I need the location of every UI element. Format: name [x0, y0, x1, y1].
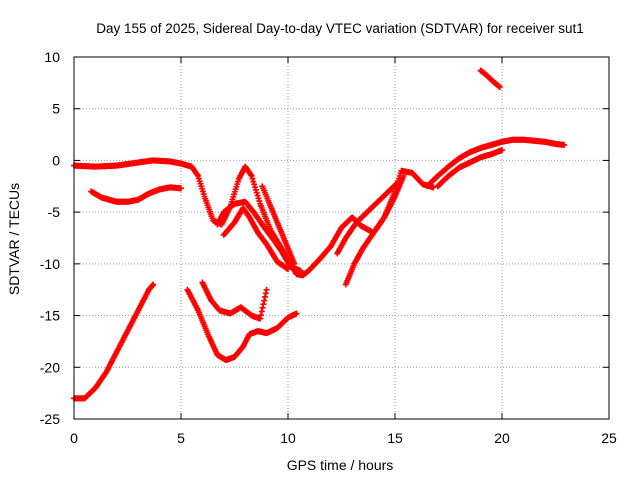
series-track-4: [184, 286, 300, 364]
x-axis-label: GPS time / hours: [287, 457, 394, 473]
data-point: [257, 315, 264, 322]
y-tick-label: 5: [52, 101, 60, 117]
data-point: [293, 310, 300, 317]
data-point: [400, 172, 407, 179]
series-track-9: [342, 172, 407, 288]
data-point: [285, 266, 291, 273]
series-track-13: [477, 67, 503, 90]
y-tick-label: -5: [48, 204, 61, 220]
x-tick-label: 25: [601, 430, 617, 446]
data-point: [262, 290, 269, 297]
x-tick-labels: 0 5 10 15 20 25: [70, 430, 617, 446]
series-track-3: [71, 281, 157, 402]
plot-frame: [73, 56, 610, 420]
data-point: [260, 301, 267, 308]
data-point: [291, 260, 298, 267]
series-track-12: [434, 147, 505, 190]
data-point: [258, 308, 265, 315]
x-tick-label: 5: [177, 430, 185, 446]
series-track-6: [214, 198, 304, 275]
data-point: [561, 141, 568, 148]
data-point: [247, 171, 254, 178]
data-point: [194, 171, 201, 178]
chart-title: Day 155 of 2025, Sidereal Day-to-day VTE…: [96, 21, 583, 36]
series-track-2: [88, 184, 184, 205]
data-point: [178, 185, 184, 192]
data-point: [257, 312, 264, 319]
series-track-1: [71, 157, 437, 279]
y-tick-label: -15: [40, 308, 60, 324]
y-tick-label: -20: [40, 359, 60, 375]
data-points: [71, 67, 568, 402]
series-track-11: [424, 136, 568, 190]
data-point: [261, 297, 268, 304]
series-track-10: [334, 180, 401, 257]
x-tick-label: 15: [387, 430, 403, 446]
x-tick-label: 20: [494, 430, 510, 446]
data-point: [394, 180, 401, 187]
data-point: [430, 184, 437, 191]
x-tick-label: 10: [280, 430, 296, 446]
y-tick-label: -25: [40, 411, 60, 427]
data-point: [297, 268, 304, 275]
series-track-7: [220, 205, 291, 273]
data-point: [261, 293, 268, 300]
data-point: [499, 147, 505, 154]
y-axis-label: SDTVAR / TECUs: [6, 183, 22, 295]
y-tick-label: 10: [44, 49, 60, 65]
data-point: [496, 83, 503, 90]
grid: [74, 57, 609, 419]
series-track-5: [199, 279, 270, 322]
y-tick-label: 0: [52, 152, 60, 168]
y-tick-label: -10: [40, 256, 60, 272]
data-point: [150, 281, 157, 288]
x-tick-label: 0: [70, 430, 78, 446]
series-track-8: [259, 183, 298, 267]
data-point: [259, 304, 266, 311]
axis-ticks: [73, 56, 610, 420]
data-point: [263, 286, 270, 293]
y-tick-labels: -25 -20 -15 -10 -5 0 5 10: [40, 49, 60, 427]
